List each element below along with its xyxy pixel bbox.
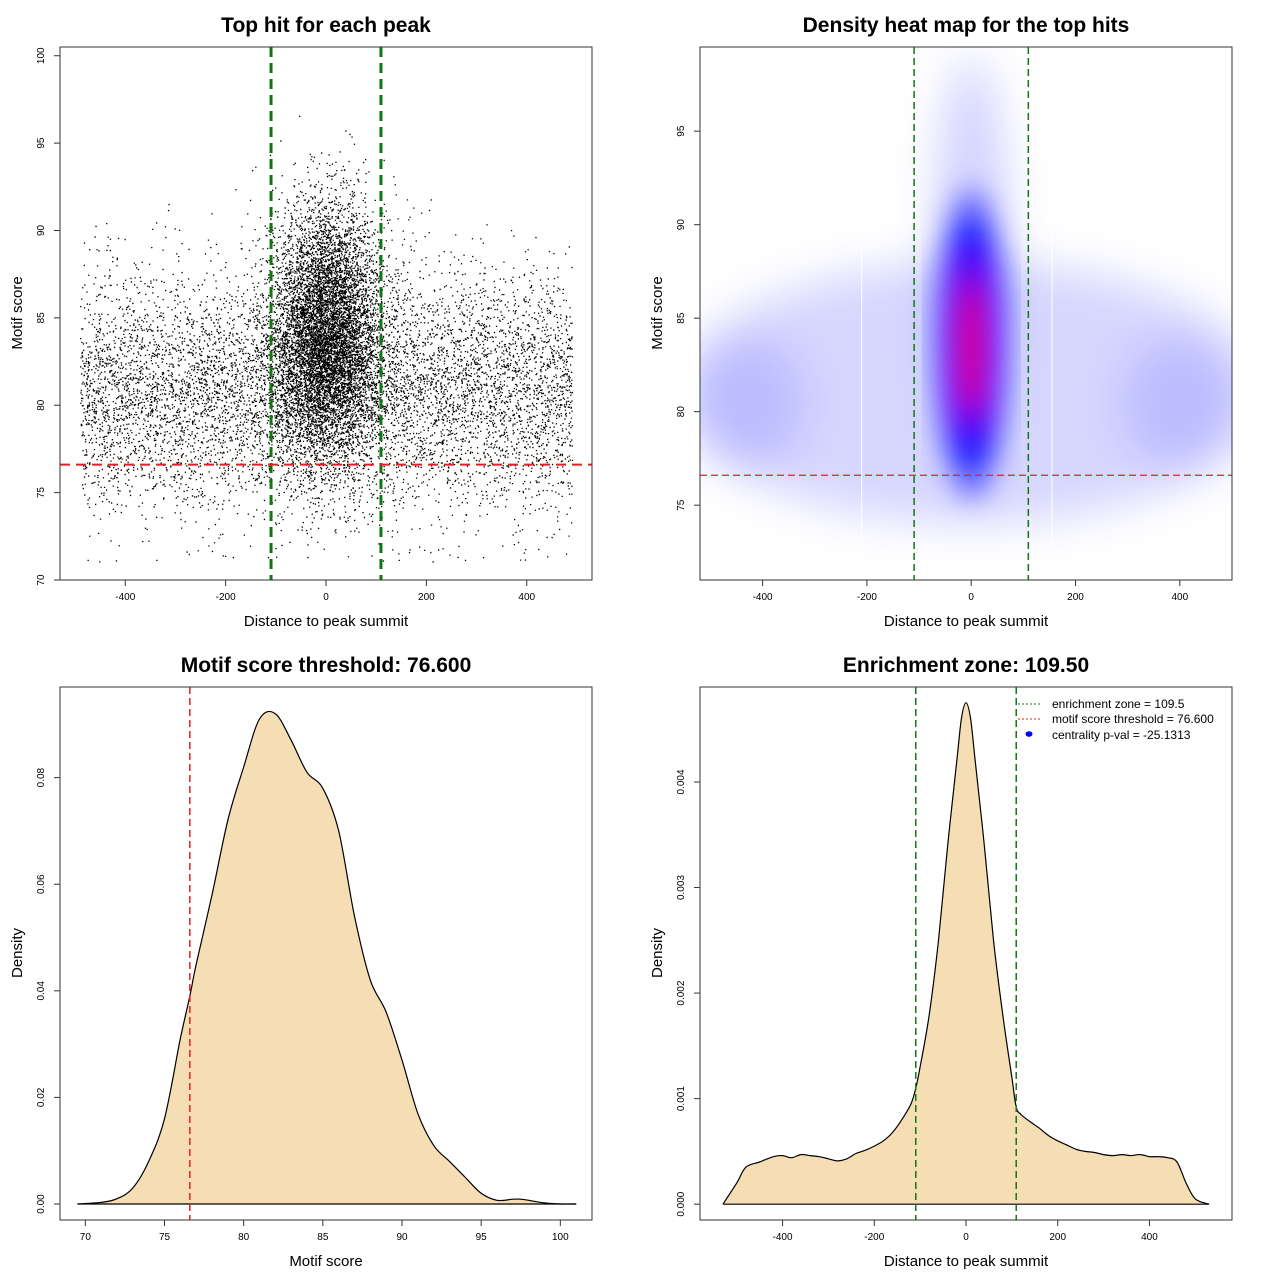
x-tick-label: 75 [159, 1232, 171, 1243]
panel-density-heatmap: Density heat map for the top hits -400 -2… [649, 14, 1233, 630]
scatter-points [80, 115, 574, 563]
x-tick-label: 90 [396, 1232, 408, 1243]
y-tick-label: 100 [36, 47, 47, 64]
axes: -400 -200 0 200 400 0.000 0.001 0.002 0.003 0.004 [676, 769, 1158, 1243]
y-tick-label: 0.04 [36, 981, 47, 1001]
x-tick-label: 400 [518, 592, 535, 603]
reference-lines [60, 47, 592, 580]
x-tick-label: 200 [1067, 592, 1084, 603]
density-fill [77, 711, 577, 1205]
y-axis-label: Density [9, 927, 26, 978]
x-tick-label: -400 [773, 1232, 793, 1243]
density-fill [722, 702, 1210, 1205]
y-tick-label: 0.003 [676, 875, 687, 900]
x-tick-label: 95 [476, 1232, 488, 1243]
reference-lines [700, 47, 1232, 580]
density-line [722, 702, 1210, 1205]
legend-entry-zone: enrichment zone = 109.5 [1052, 697, 1185, 711]
y-tick-label: 70 [36, 574, 47, 586]
plot-frame [59, 686, 593, 1221]
y-tick-label: 90 [676, 219, 687, 231]
heat-left-lobe [700, 336, 805, 468]
x-tick-label: 100 [552, 1232, 569, 1243]
x-axis-label: Motif score [289, 1253, 362, 1270]
panel-top-hit-scatter: Top hit for each peak -400 -200 0 200 400 70 7… [9, 14, 593, 630]
chart-title: Top hit for each peak [221, 14, 431, 37]
legend-entry-centrality: centrality p-val = -25.1313 [1052, 728, 1191, 742]
y-tick-label: 85 [676, 312, 687, 324]
x-tick-label: -200 [216, 592, 236, 603]
x-tick-label: 80 [238, 1232, 250, 1243]
y-tick-label: 0.02 [36, 1087, 47, 1107]
x-tick-label: 85 [317, 1232, 329, 1243]
y-tick-label: 80 [676, 406, 687, 418]
panel-enrichment-zone-density: Enrichment zone: 109.50 -400 -200 0 200 400 0… [649, 654, 1233, 1270]
chart-title: Enrichment zone: 109.50 [843, 654, 1089, 677]
y-tick-label: 75 [36, 487, 47, 499]
axes: -400 -200 0 200 400 70 75 80 85 90 95 100 [36, 47, 536, 603]
heatmap-density [700, 56, 1232, 524]
x-tick-label: 0 [968, 592, 974, 603]
x-tick-label: -400 [115, 592, 135, 603]
chart-title: Density heat map for the top hits [803, 14, 1130, 37]
axes: 70 75 80 85 90 95 100 0.00 0.02 0.04 0.06 0.08 [36, 767, 569, 1243]
y-tick-label: 75 [676, 499, 687, 511]
x-axis-label: Distance to peak summit [884, 613, 1049, 630]
y-tick-label: 0.08 [36, 767, 47, 787]
y-tick-label: 0.004 [676, 769, 687, 794]
scatter-point-cloud [80, 115, 574, 563]
legend-key-centrality [1025, 731, 1033, 737]
legend-entry-threshold: motif score threshold = 76.600 [1052, 712, 1214, 726]
x-tick-label: 400 [1171, 592, 1188, 603]
x-tick-label: 70 [80, 1232, 92, 1243]
plot-frame [699, 46, 1233, 581]
x-axis-label: Distance to peak summit [244, 613, 409, 630]
y-tick-label: 95 [676, 125, 687, 137]
density-curve [77, 687, 577, 1220]
x-tick-label: -200 [864, 1232, 884, 1243]
y-tick-label: 0.00 [36, 1194, 47, 1214]
heat-right-lobe [1122, 336, 1232, 468]
axes: -400 -200 0 200 400 75 80 85 90 95 [676, 125, 1189, 603]
x-axis-label: Distance to peak summit [884, 1253, 1049, 1270]
heat-core [935, 189, 1007, 500]
y-tick-label: 0.06 [36, 874, 47, 894]
y-tick-label: 90 [36, 224, 47, 236]
legend: enrichment zone = 109.5 motif score thre… [1018, 697, 1214, 742]
y-tick-label: 80 [36, 399, 47, 411]
y-tick-label: 0.001 [676, 1086, 687, 1111]
x-tick-label: 200 [1049, 1232, 1066, 1243]
y-axis-label: Motif score [649, 276, 666, 349]
y-tick-label: 0.002 [676, 980, 687, 1005]
y-tick-label: 85 [36, 312, 47, 324]
x-tick-label: -200 [857, 592, 877, 603]
heatmap-area [700, 47, 1232, 580]
x-tick-label: -400 [753, 592, 773, 603]
y-tick-label: 95 [36, 137, 47, 149]
x-tick-label: 400 [1141, 1232, 1158, 1243]
x-tick-label: 0 [323, 592, 329, 603]
y-axis-label: Motif score [9, 276, 26, 349]
x-tick-label: 200 [418, 592, 435, 603]
chart-title: Motif score threshold: 76.600 [181, 654, 472, 677]
heat-core-red [962, 284, 980, 412]
density-curve [722, 687, 1210, 1220]
density-line [77, 710, 577, 1205]
panel-motif-score-density: Motif score threshold: 76.600 70 75 80 85 90… [9, 654, 593, 1270]
x-tick-label: 0 [963, 1232, 969, 1243]
y-tick-label: 0.000 [676, 1191, 687, 1216]
plot-frame [59, 46, 593, 581]
y-axis-label: Density [649, 927, 666, 978]
